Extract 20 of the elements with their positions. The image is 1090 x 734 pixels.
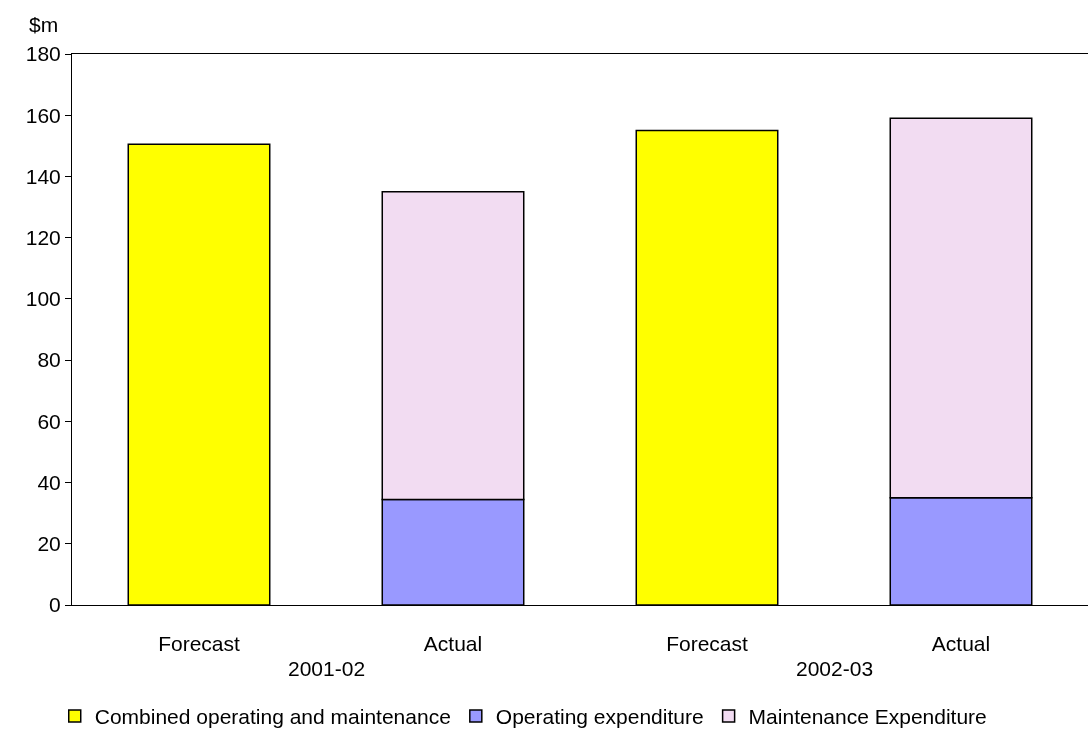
text: 2002-03 xyxy=(796,657,874,680)
y-tick-label: 140 xyxy=(25,164,61,188)
x-tick-label: Forecast xyxy=(666,632,749,656)
y-tick-label: 120 xyxy=(25,226,61,250)
y-tick-label: 80 xyxy=(37,348,61,372)
x-tick-label: Actual xyxy=(423,632,483,656)
legend-label: Maintenance Expenditure xyxy=(748,705,987,729)
x-tick-label: Forecast xyxy=(158,632,241,656)
y-tick-label: 40 xyxy=(37,470,61,494)
y-tick-label: 180 xyxy=(25,42,61,66)
y-tick-label: 20 xyxy=(37,532,61,556)
y-tick-label: 160 xyxy=(25,103,61,127)
y-tick-label: 0 xyxy=(49,593,61,617)
y-tick-label: 100 xyxy=(25,287,61,311)
y-axis-title: $m xyxy=(29,13,59,36)
y-tick-label: 60 xyxy=(37,409,61,433)
legend-label: Combined operating and maintenance xyxy=(94,705,451,729)
x-tick-label: Actual xyxy=(931,632,991,656)
legend-label: Operating expenditure xyxy=(495,705,704,729)
text: 2001-02 xyxy=(288,657,366,680)
